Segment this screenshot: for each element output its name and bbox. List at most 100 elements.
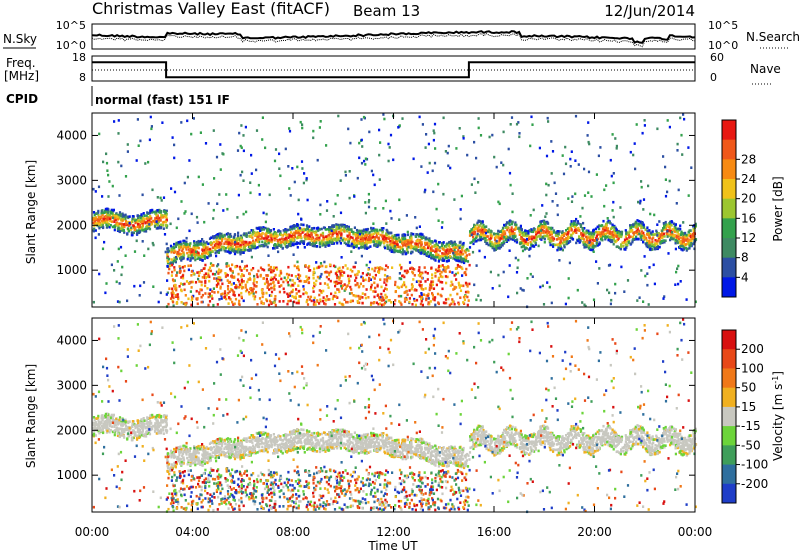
power-cell	[326, 235, 329, 238]
power-cell	[265, 280, 268, 283]
power-cell	[386, 247, 389, 250]
power-cell	[291, 283, 294, 287]
power-cell	[458, 127, 461, 130]
power-cell	[479, 228, 482, 232]
power-cell	[340, 280, 343, 283]
power-cell	[501, 244, 504, 247]
power-cell	[466, 260, 470, 263]
power-cell	[403, 250, 406, 253]
power-cell	[477, 238, 480, 242]
power-cell	[220, 293, 223, 296]
power-cell	[276, 239, 279, 242]
power-cell	[200, 243, 203, 246]
power-cell	[171, 270, 174, 274]
power-cell	[460, 194, 463, 198]
power-cell	[308, 264, 311, 268]
power-cell	[670, 232, 673, 236]
power-cell	[543, 234, 546, 238]
power-cell	[438, 241, 441, 244]
power-cell	[679, 224, 682, 228]
power-cell	[436, 292, 440, 296]
power-cell	[198, 280, 201, 283]
power-cell	[630, 229, 633, 233]
power-cell	[493, 249, 496, 252]
power-cell	[304, 237, 307, 241]
power-cell	[245, 210, 248, 214]
power-cell	[389, 246, 392, 250]
noise-tick-right-bottom: 10^0	[708, 39, 738, 52]
power-cell	[340, 269, 343, 273]
power-cell	[102, 217, 105, 221]
power-cell	[179, 267, 182, 270]
power-cell	[479, 235, 482, 238]
power-cell	[441, 254, 444, 258]
power-cell	[613, 239, 616, 243]
power-cell	[452, 288, 455, 291]
power-cell	[507, 238, 510, 242]
power-cell	[530, 237, 533, 241]
power-cell	[271, 278, 274, 281]
power-cell	[208, 254, 211, 258]
power-cell	[522, 231, 525, 234]
power-cell	[648, 240, 651, 243]
power-cell	[364, 230, 367, 234]
power-cell	[401, 233, 404, 237]
power-cell	[373, 237, 376, 241]
power-cell	[290, 239, 293, 242]
power-cell	[149, 209, 152, 213]
power-cell	[613, 225, 616, 229]
power-cell	[261, 138, 264, 141]
power-cell	[419, 302, 422, 306]
power-cell	[442, 192, 445, 196]
power-cell	[133, 284, 136, 288]
power-cell	[106, 216, 109, 219]
power-cell	[536, 231, 539, 235]
power-cell	[522, 289, 525, 292]
power-cell	[398, 249, 401, 253]
power-cell	[393, 245, 396, 248]
power-cell	[228, 238, 231, 242]
power-cell	[558, 230, 561, 233]
power-cell	[382, 289, 385, 293]
power-cell	[104, 215, 107, 219]
power-cell	[322, 234, 325, 238]
power-cell	[583, 227, 586, 230]
power-cell	[466, 285, 469, 288]
power-cell	[225, 262, 228, 266]
power-cell	[668, 229, 671, 232]
power-cell	[536, 235, 539, 239]
power-cell	[195, 246, 198, 250]
power-cell	[400, 251, 403, 254]
power-cell	[305, 291, 308, 295]
power-cell	[443, 248, 446, 252]
power-cell	[199, 131, 202, 134]
power-cell	[173, 156, 176, 160]
power-cell	[457, 265, 460, 268]
power-cell	[553, 181, 556, 185]
power-cell	[306, 198, 309, 202]
power-cell	[513, 232, 516, 235]
power-cell	[320, 242, 323, 245]
power-cell	[163, 220, 167, 224]
power-cell	[164, 224, 168, 227]
power-cell	[202, 240, 205, 243]
power-cell	[466, 303, 469, 307]
power-cell	[379, 296, 382, 299]
power-cell	[392, 250, 395, 254]
power-cell	[204, 142, 208, 145]
power-cell	[405, 298, 408, 301]
power-cell	[555, 231, 558, 234]
power-cell	[655, 231, 658, 234]
power-cell	[245, 269, 249, 272]
power-cell	[288, 228, 292, 231]
power-cell	[225, 193, 228, 196]
power-cell	[450, 280, 453, 284]
power-cell	[642, 198, 646, 201]
power-cell	[306, 232, 309, 235]
power-cell	[614, 291, 617, 295]
power-cell	[413, 274, 416, 277]
power-cell	[437, 248, 440, 252]
power-cell	[119, 245, 123, 249]
power-cell	[542, 303, 546, 306]
power-cell	[239, 173, 242, 177]
